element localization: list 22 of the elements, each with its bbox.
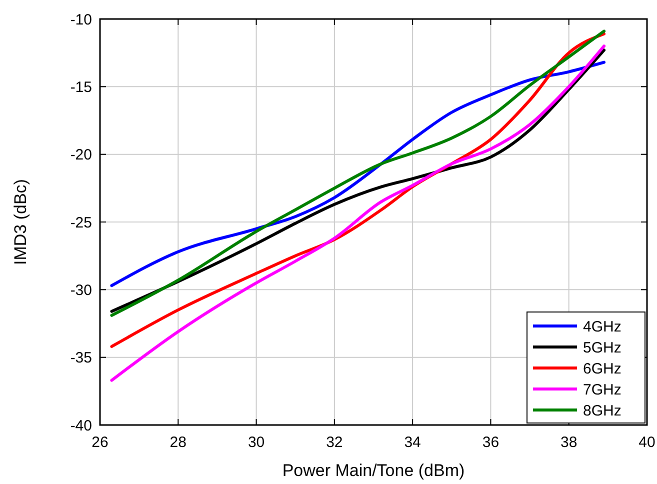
x-tick-label: 32 <box>326 434 343 451</box>
legend-label: 6GHz <box>583 360 622 378</box>
y-axis-title: IMD3 (dBc) <box>11 179 30 265</box>
legend-label: 5GHz <box>583 339 622 356</box>
y-tick-label: -20 <box>70 146 92 164</box>
legend-label: 4GHz <box>583 318 622 336</box>
x-tick-label: 26 <box>92 434 108 451</box>
legend-label: 7GHz <box>583 381 622 398</box>
x-axis-title: Power Main/Tone (dBm) <box>282 461 465 480</box>
y-tick-label: -30 <box>70 282 92 299</box>
legend-label: 8GHz <box>583 402 622 420</box>
y-tick-label: -35 <box>70 350 92 367</box>
y-tick-label: -25 <box>70 214 92 232</box>
x-tick-label: 38 <box>560 434 578 451</box>
x-tick-label: 30 <box>248 434 265 451</box>
y-tick-label: -10 <box>70 11 92 28</box>
x-tick-label: 40 <box>638 434 656 451</box>
x-tick-label: 36 <box>482 434 500 451</box>
x-tick-label: 28 <box>170 434 186 451</box>
x-tick-label: 34 <box>404 434 421 451</box>
y-tick-label: -15 <box>70 78 92 96</box>
y-tick-label: -40 <box>70 417 92 434</box>
